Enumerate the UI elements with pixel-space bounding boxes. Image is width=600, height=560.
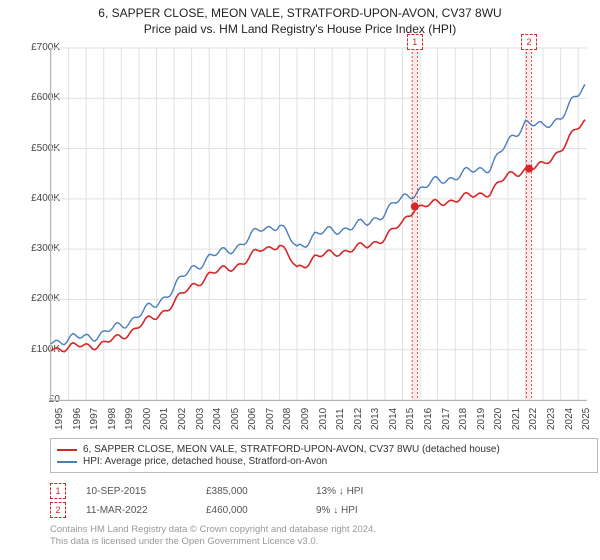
transaction-row: 1 10-SEP-2015 £385,000 13% ↓ HPI [50, 483, 584, 499]
transaction-delta: 13% ↓ HPI [316, 486, 363, 497]
chart-subtitle: Price paid vs. HM Land Registry's House … [0, 22, 600, 36]
legend-row: HPI: Average price, detached house, Stra… [57, 456, 591, 467]
plot-svg [51, 48, 587, 400]
x-tick-label: 2007 [265, 408, 276, 430]
x-tick-label: 1998 [107, 408, 118, 430]
x-tick-label: 2006 [247, 408, 258, 430]
legend-label: HPI: Average price, detached house, Stra… [83, 456, 327, 467]
x-tick-label: 2025 [581, 408, 592, 430]
x-tick-label: 2013 [370, 408, 381, 430]
x-tick-label: 2003 [195, 408, 206, 430]
legend-swatch [57, 449, 77, 451]
x-tick-label: 2001 [159, 408, 170, 430]
x-tick-label: 2004 [212, 408, 223, 430]
plot-marker-badge: 1 [407, 34, 423, 50]
x-tick-label: 2008 [282, 408, 293, 430]
x-tick-label: 1995 [54, 408, 65, 430]
x-tick-label: 2019 [476, 408, 487, 430]
plot-area: 12 [50, 48, 587, 401]
legend-row: 6, SAPPER CLOSE, MEON VALE, STRATFORD-UP… [57, 444, 591, 455]
x-tick-label: 2000 [142, 408, 153, 430]
legend-swatch [57, 461, 77, 463]
x-tick-label: 2011 [335, 408, 346, 430]
x-tick-label: 2015 [405, 408, 416, 430]
x-tick-label: 2014 [388, 408, 399, 430]
x-tick-label: 2002 [177, 408, 188, 430]
transaction-price: £385,000 [206, 486, 296, 497]
x-tick-label: 1999 [124, 408, 135, 430]
x-tick-label: 2024 [564, 408, 575, 430]
x-tick-label: 2005 [230, 408, 241, 430]
transaction-delta: 9% ↓ HPI [316, 505, 358, 516]
x-tick-label: 2016 [423, 408, 434, 430]
transaction-badge: 1 [50, 483, 66, 499]
x-tick-label: 2012 [353, 408, 364, 430]
x-tick-label: 2020 [493, 408, 504, 430]
x-tick-label: 2010 [318, 408, 329, 430]
x-tick-label: 2017 [441, 408, 452, 430]
footer-line1: Contains HM Land Registry data © Crown c… [50, 524, 376, 536]
transactions-table: 1 10-SEP-2015 £385,000 13% ↓ HPI 2 11-MAR-202… [50, 480, 584, 521]
transaction-badge: 2 [50, 502, 66, 518]
plot-marker-badge: 2 [521, 34, 537, 50]
footer-attribution: Contains HM Land Registry data © Crown c… [50, 524, 376, 549]
x-tick-label: 1996 [72, 408, 83, 430]
x-tick-label: 2009 [300, 408, 311, 430]
legend-label: 6, SAPPER CLOSE, MEON VALE, STRATFORD-UP… [83, 444, 500, 455]
x-tick-label: 2021 [511, 408, 522, 430]
transaction-date: 10-SEP-2015 [86, 486, 186, 497]
title-block: 6, SAPPER CLOSE, MEON VALE, STRATFORD-UP… [0, 0, 600, 36]
chart-container: 6, SAPPER CLOSE, MEON VALE, STRATFORD-UP… [0, 0, 600, 560]
x-tick-label: 2023 [546, 408, 557, 430]
transaction-row: 2 11-MAR-2022 £460,000 9% ↓ HPI [50, 502, 584, 518]
transaction-price: £460,000 [206, 505, 296, 516]
chart-title-address: 6, SAPPER CLOSE, MEON VALE, STRATFORD-UP… [0, 6, 600, 20]
x-tick-label: 2022 [528, 408, 539, 430]
transaction-date: 11-MAR-2022 [86, 505, 186, 516]
x-tick-label: 1997 [89, 408, 100, 430]
footer-line2: This data is licensed under the Open Gov… [50, 536, 376, 548]
x-tick-label: 2018 [458, 408, 469, 430]
legend-box: 6, SAPPER CLOSE, MEON VALE, STRATFORD-UP… [50, 438, 598, 473]
